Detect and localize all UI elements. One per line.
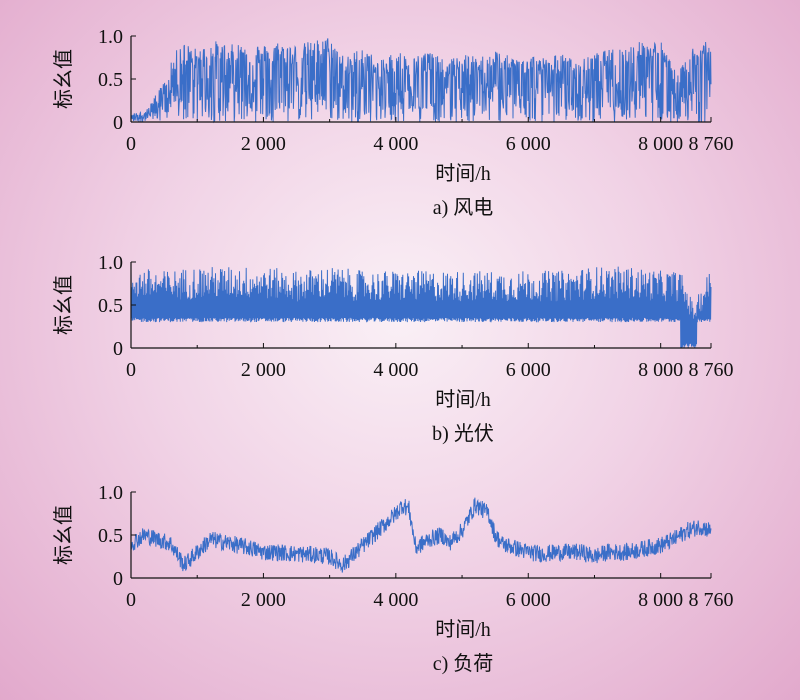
x-axis-title: 时间/h — [435, 162, 491, 185]
x-tick-label: 8 000 — [638, 589, 683, 611]
x-tick-label: 4 000 — [373, 589, 418, 611]
y-tick-label: 0 — [113, 338, 123, 360]
series-line — [130, 497, 712, 573]
x-tick-label: 8 760 — [689, 133, 734, 155]
x-tick-label: 0 — [126, 589, 136, 611]
y-axis-title: 标幺值 — [52, 275, 75, 335]
y-axis-title: 标幺值 — [52, 505, 75, 565]
x-tick-label: 8 760 — [689, 589, 734, 611]
y-tick-label: 0 — [113, 112, 123, 134]
y-tick-label: 0 — [113, 568, 123, 590]
chart-panel-2: 0 2 000 4 000 6 000 8 000 8 760 0 0.5 1.0 标幺值时间/h… — [52, 252, 734, 445]
x-tick-label: 8 000 — [638, 133, 683, 155]
x-tick-label: 2 000 — [241, 133, 286, 155]
x-tick-label: 4 000 — [373, 359, 418, 381]
panel-caption: b) 光伏 — [432, 422, 494, 445]
x-tick-label: 0 — [126, 133, 136, 155]
x-tick-label: 0 — [126, 359, 136, 381]
panel-caption: a) 风电 — [433, 196, 494, 219]
y-tick-label: 0.5 — [98, 69, 123, 91]
x-axis-title: 时间/h — [435, 388, 491, 411]
panel-caption: c) 负荷 — [433, 652, 494, 675]
chart-panel-3: 0 2 000 4 000 6 000 8 000 8 760 0 0.5 1.0 标幺值时间/h… — [52, 482, 734, 675]
x-axis-title: 时间/h — [435, 618, 491, 641]
series-line — [130, 38, 712, 124]
series-line — [130, 266, 712, 348]
chart-panel-1: 0 2 000 4 000 6 000 8 000 8 760 0 0.5 1.0 标幺值时间/h… — [52, 26, 734, 219]
x-tick-label: 8 000 — [638, 359, 683, 381]
y-tick-label: 0.5 — [98, 295, 123, 317]
y-tick-label: 1.0 — [98, 252, 123, 274]
x-tick-label: 2 000 — [241, 589, 286, 611]
y-axis-title: 标幺值 — [52, 49, 75, 109]
x-tick-label: 6 000 — [506, 589, 551, 611]
x-tick-label: 4 000 — [373, 133, 418, 155]
y-tick-label: 1.0 — [98, 26, 123, 48]
x-tick-label: 6 000 — [506, 133, 551, 155]
y-tick-label: 1.0 — [98, 482, 123, 504]
x-tick-label: 2 000 — [241, 359, 286, 381]
y-tick-label: 0.5 — [98, 525, 123, 547]
x-tick-label: 6 000 — [506, 359, 551, 381]
x-tick-label: 8 760 — [689, 359, 734, 381]
